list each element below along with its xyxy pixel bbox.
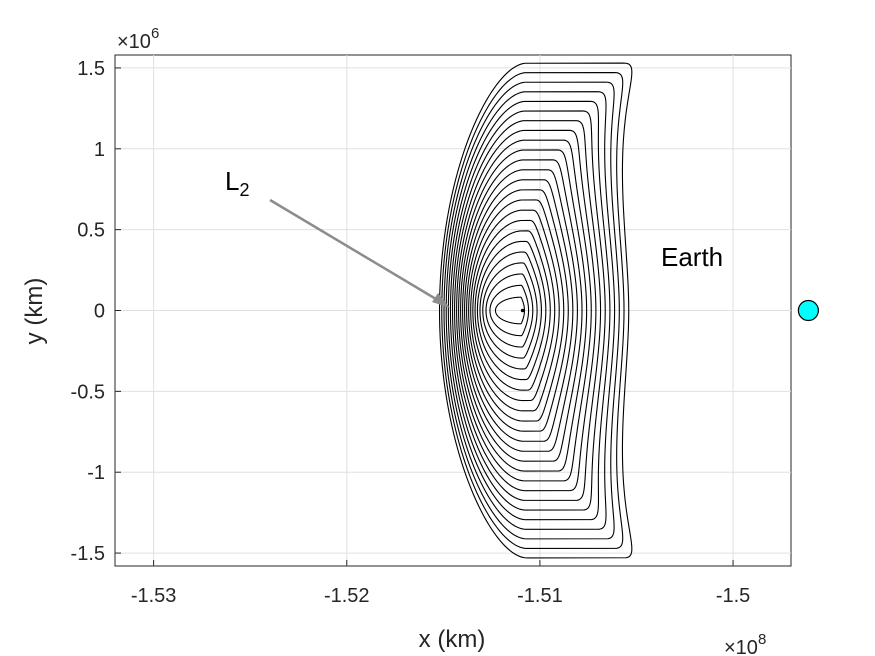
l2-label: L2 [225,166,249,200]
orbit-curve [460,159,583,462]
earth-label: Earth [661,242,723,272]
y-tick-label: 0 [94,301,105,323]
orbit-family [438,62,633,559]
x-axis-label: x (km) [419,626,486,653]
y-tick-label: 0.5 [77,220,105,242]
orbit-curve [445,91,616,530]
tick-labels: -1.53 -1.52 -1.51 -1.5 -1.5 -1 -0.5 0 0.5 1 1.5 [71,58,751,607]
x-tick-label: -1.53 [131,585,177,607]
y-tick-label: -0.5 [71,381,105,403]
l2-arrow [269,198,447,307]
orbit-curve [447,100,611,521]
orbit-curve [454,129,597,492]
orbit-curve [438,62,633,559]
orbit-curve [451,120,602,501]
orbit-curve [479,251,542,370]
l2-annotation: L2 [225,166,450,308]
y-exponent: ×106 [117,25,159,53]
orbit-curve [449,110,606,511]
y-tick-label: 1 [94,139,105,161]
orbit-curve [485,273,534,348]
y-tick-label: 1.5 [77,58,105,80]
y-tick-label: -1.5 [71,543,105,565]
orbit-curve [482,262,538,359]
orbit-curve [470,209,560,412]
x-tick-label: -1.52 [324,585,370,607]
orbit-curve [458,149,588,472]
y-axis-label: y (km) [21,278,48,345]
orbit-curve [489,284,530,337]
x-tick-label: -1.5 [716,585,750,607]
orbit-curve [441,72,625,549]
orbit-curve [472,219,556,402]
orbit-curve [468,199,565,422]
orbit-curve [462,169,578,452]
orbit-curve [476,240,547,381]
orbit-curve [456,139,592,482]
earth-marker [797,299,819,322]
orbit-curve [464,179,574,442]
orbit-curve [443,81,620,540]
orbit-curve [466,189,569,432]
l2-point [520,308,525,313]
x-tick-label: -1.51 [517,585,563,607]
x-exponent: ×108 [724,631,766,656]
y-tick-label: -1 [87,462,105,484]
l2-arrowhead [432,293,450,308]
orbit-curve [494,296,525,325]
orbit-curve [474,230,551,391]
